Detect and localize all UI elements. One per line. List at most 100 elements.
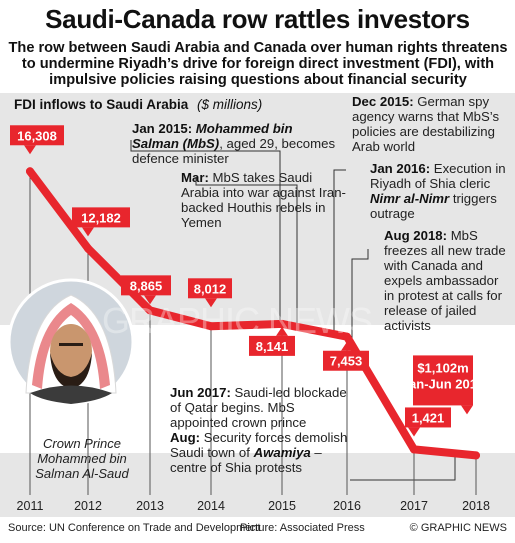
portrait-robe	[30, 385, 112, 404]
page-title: Saudi-Canada row rattles investors	[45, 4, 470, 34]
data-label-2012: 12,182	[72, 207, 130, 237]
data-label-pointer	[82, 227, 94, 237]
portrait-face	[50, 324, 92, 378]
data-label-pointer	[276, 326, 288, 336]
data-point-2011	[26, 167, 34, 176]
annotation-jan2015-lead: Mohammed bin Salman (MbS)	[132, 121, 293, 151]
chart-title: FDI inflows to Saudi Arabia ($ millions)	[14, 97, 262, 112]
annotation-aug2017-text: Security forces demolish Saudi town of	[170, 430, 348, 460]
chart-unit: ($ millions)	[197, 97, 262, 112]
x-label-2012: 2012	[74, 499, 102, 513]
annotation-aug2018: Aug 2018: MbS freezes all new trade with…	[384, 228, 512, 333]
data-label-2013: 8,865	[121, 275, 171, 305]
data-label-box	[249, 335, 295, 356]
data-label-pointer	[461, 405, 473, 415]
annotation-jan2015-text: , aged 29, becomes defence minister	[132, 136, 336, 166]
fdi-line-chart: FDI inflows to Saudi Arabia ($ millions)…	[0, 97, 515, 513]
data-label-2011: 16,308	[10, 125, 64, 155]
portrait-headdress-pattern	[32, 303, 110, 389]
data-label-2017: 1,421	[405, 407, 451, 437]
x-label-2016: 2016	[333, 499, 361, 513]
page-subtitle: The row between Saudi Arabia and Canada …	[8, 40, 508, 88]
x-label-2013: 2013	[136, 499, 164, 513]
data-label-text: 8,865	[130, 278, 163, 293]
data-label-text: 8,012	[194, 281, 227, 296]
annotation-jan2016: Jan 2016: Execution in Riyadh of Shia cl…	[370, 161, 510, 221]
data-point-2016	[343, 332, 351, 341]
data-label-text: 1,421	[412, 410, 445, 425]
data-label-text: 7,453	[330, 354, 363, 369]
annotation-aug2018-date: Aug 2018:	[384, 228, 448, 243]
chart-title-text: FDI inflows to Saudi Arabia	[14, 97, 189, 112]
x-label-2014: 2014	[197, 499, 225, 513]
annotation-dec2015-date: Dec 2015:	[352, 94, 414, 109]
leader-dec2015	[333, 169, 346, 336]
annotation-mar2015-date: Mar:	[181, 170, 209, 185]
x-label-2017: 2017	[400, 499, 428, 513]
data-label-pointer	[24, 145, 36, 155]
data-label-box	[188, 278, 232, 299]
annotation-aug2018-text: MbS freezes all new trade with Canada an…	[384, 228, 506, 333]
annotation-aug2017-tail: – centre of Shia protests	[170, 445, 322, 475]
annotation-mar2015: Mar: MbS takes Saudi Arabia into war aga…	[181, 170, 353, 230]
annotation-jan2016-date: Jan 2016:	[370, 161, 431, 176]
annotation-jan2016-lead: Nimr al-Nimr	[370, 191, 450, 206]
annotation-aug2017: Aug: Security forces demolish Saudi town…	[170, 430, 360, 475]
annotation-jan2015-date: Jan 2015:	[132, 121, 193, 136]
data-label-2014: 8,012	[188, 278, 232, 308]
data-label-box	[323, 350, 369, 371]
annotation-dec2015-text: German spy agency warns that MbS’s polic…	[352, 94, 500, 154]
x-label-2015: 2015	[268, 499, 296, 513]
chart-panel: FDI inflows to Saudi Arabia ($ millions)…	[0, 93, 515, 517]
data-label-text: 12,182	[81, 210, 121, 225]
data-point-2015	[278, 319, 286, 328]
annotation-aug2017-lead: Awamiya	[253, 445, 311, 460]
portrait-caption: Crown Prince Mohammed bin Salman Al-Saud	[35, 436, 129, 481]
fdi-series-line	[26, 167, 480, 460]
data-label-pointer	[144, 295, 156, 305]
leader-qatar	[350, 455, 456, 481]
annotation-jun2017-date: Jun 2017:	[170, 385, 231, 400]
annotation-jun2017: Jun 2017: Saudi-led blockade of Qatar be…	[170, 385, 348, 430]
annotation-jan2016-tail: triggers outrage	[370, 191, 497, 221]
leader-jan2015	[130, 140, 281, 323]
source-note: Source: UN Conference on Trade and Devel…	[8, 522, 261, 534]
x-axis-labels: 2011 2012 2013 2014 2015 2016 2017 2018	[17, 499, 490, 513]
data-point-2013	[146, 306, 154, 315]
data-label-note: Jan-Jun 2018	[402, 376, 484, 391]
data-label-pointer	[408, 427, 420, 437]
data-point-2017	[410, 445, 418, 454]
data-label-text: 8,141	[256, 339, 289, 354]
annotation-jan2015: Jan 2015: Mohammed bin Salman (MbS), age…	[132, 121, 338, 166]
data-label-pointer	[205, 298, 217, 308]
x-label-2011: 2011	[17, 499, 44, 513]
leader-jan2016	[351, 249, 369, 342]
data-label-2016: 7,453	[323, 341, 369, 371]
annotation-mar2015-text: MbS takes Saudi Arabia into war against …	[181, 170, 346, 230]
data-label-box	[72, 207, 130, 228]
data-point-2012	[84, 244, 92, 253]
data-point-2018	[472, 451, 480, 460]
annotation-aug2017-date: Aug:	[170, 430, 201, 445]
data-points	[26, 167, 480, 460]
data-label-box	[405, 407, 451, 428]
watermark: GRAPHIC NEWS	[102, 300, 372, 341]
x-label-2018: 2018	[462, 499, 490, 513]
copyright: © GRAPHIC NEWS	[409, 522, 507, 534]
picture-credit: Picture: Associated Press	[240, 522, 365, 534]
data-label-text: 16,308	[17, 128, 57, 143]
data-label-2015: 8,141	[249, 326, 295, 356]
annotation-dec2015: Dec 2015: German spy agency warns that M…	[352, 94, 510, 154]
data-label-box	[121, 275, 171, 296]
data-label-box	[10, 125, 64, 146]
data-label-box	[413, 355, 473, 406]
annotation-jan2016-text: Execution in Riyadh of Shia cleric	[370, 161, 506, 191]
data-label-text: $1,102m	[417, 360, 468, 375]
annotation-jun2017-text: Saudi-led blockade of Qatar begins. MbS …	[170, 385, 347, 430]
data-label-pointer	[341, 341, 353, 351]
data-point-2014	[207, 322, 215, 331]
portrait	[7, 278, 135, 406]
